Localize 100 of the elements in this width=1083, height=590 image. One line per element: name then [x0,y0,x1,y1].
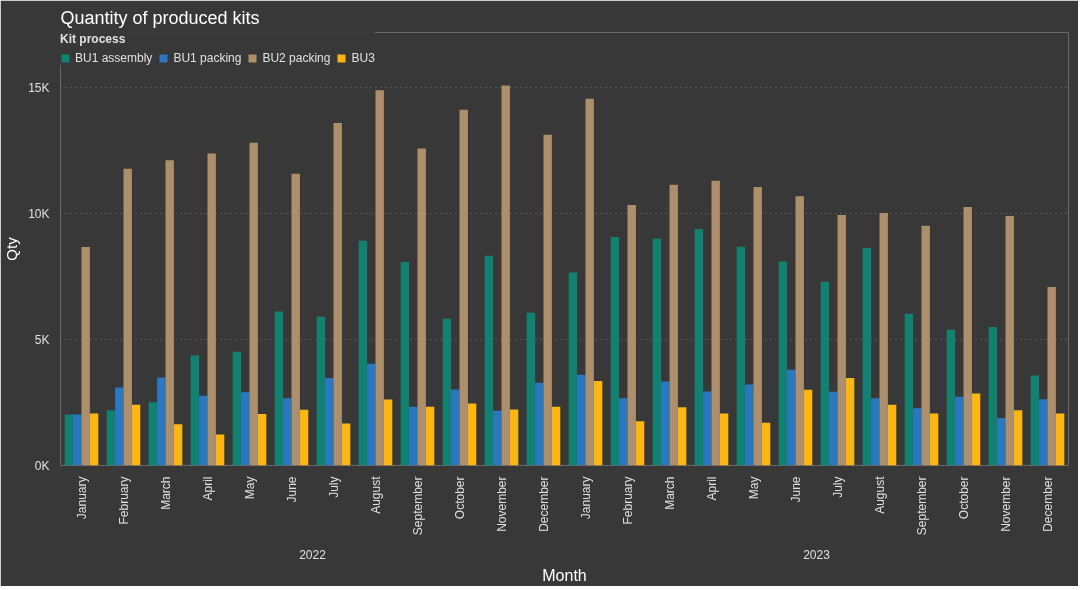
bar [862,247,872,466]
bar [232,351,242,466]
x-tick-label: September [410,476,425,536]
bar [367,363,376,466]
bar [123,168,132,466]
bar [106,410,116,466]
x-axis-title: Month [542,566,587,584]
x-tick-label: August [368,475,383,514]
bar [652,238,662,466]
bar [694,229,704,466]
bar [635,421,645,466]
bar [929,413,939,466]
bar [333,122,342,466]
bar [501,85,510,466]
bar [921,225,930,466]
legend-label: BU2 packing [262,51,331,65]
bar [787,369,796,466]
x-tick-label: August [872,475,887,514]
bar [879,213,888,466]
bar [1005,216,1014,466]
bar [1047,287,1056,466]
bar [568,272,578,466]
bar [711,180,720,466]
bar [148,402,158,466]
x-tick-label: December [536,476,551,532]
x-tick-label: July [830,476,845,498]
legend-label: BU1 assembly [75,51,153,65]
bar [535,382,544,466]
bar [661,381,670,466]
bar [871,398,880,466]
bar [131,404,141,466]
bar [677,407,687,466]
y-tick-label: 0K [34,458,50,473]
bar [719,413,729,466]
bar [963,206,972,466]
bar [442,318,452,466]
bar [593,380,603,466]
bar [577,374,586,466]
bar [274,311,284,466]
bar [736,246,746,466]
bar [1039,399,1048,466]
bar [745,384,754,466]
bar [81,246,90,466]
legend-label: BU1 packing [173,51,242,65]
bar [997,417,1006,466]
bar [249,142,258,466]
bar [904,313,914,466]
bar [761,422,771,466]
bar [543,134,552,466]
bar [375,90,384,466]
bar [619,398,628,466]
bar [795,196,804,466]
x-tick-label: June [284,476,299,503]
bar [299,409,309,466]
bar [1055,413,1065,466]
bar [89,413,99,466]
bar [1030,375,1040,466]
x-tick-label: November [494,476,509,532]
x-tick-label: November [998,476,1013,532]
bar [988,327,998,466]
bar [526,312,536,466]
bar [451,389,460,466]
bar [845,377,855,466]
text: 2023 [803,547,831,562]
x-tick-label: June [788,476,803,503]
bar [358,240,368,466]
bar [199,395,208,466]
x-tick-label: January [74,476,89,520]
bar [820,281,830,466]
y-tick-label: 15K [28,80,50,95]
x-tick-label: April [200,476,215,501]
y-axis-title: Qty [3,236,21,261]
x-tick-label: October [956,476,971,520]
bar [803,389,813,466]
bar [484,255,494,466]
bar [215,434,225,466]
bar [551,406,561,466]
bar [64,414,74,466]
x-tick-label: March [158,476,173,510]
bar [325,377,334,466]
bar [409,406,418,466]
bar [837,215,846,466]
bar [316,316,326,466]
legend-label: BU3 [351,51,375,65]
bar [425,406,435,466]
x-tick-label: February [116,476,131,525]
bar [115,387,124,466]
x-tick-label: December [1040,476,1055,532]
bar [73,414,82,466]
bar [1013,410,1023,466]
x-tick-label: July [326,476,341,498]
bar [459,109,468,466]
bar [417,148,426,466]
bar [157,377,166,466]
bar [778,261,788,466]
bar [190,355,200,466]
bar [241,392,250,466]
x-tick-label: February [620,476,635,525]
bar [383,399,393,466]
x-tick-label: April [704,476,719,501]
